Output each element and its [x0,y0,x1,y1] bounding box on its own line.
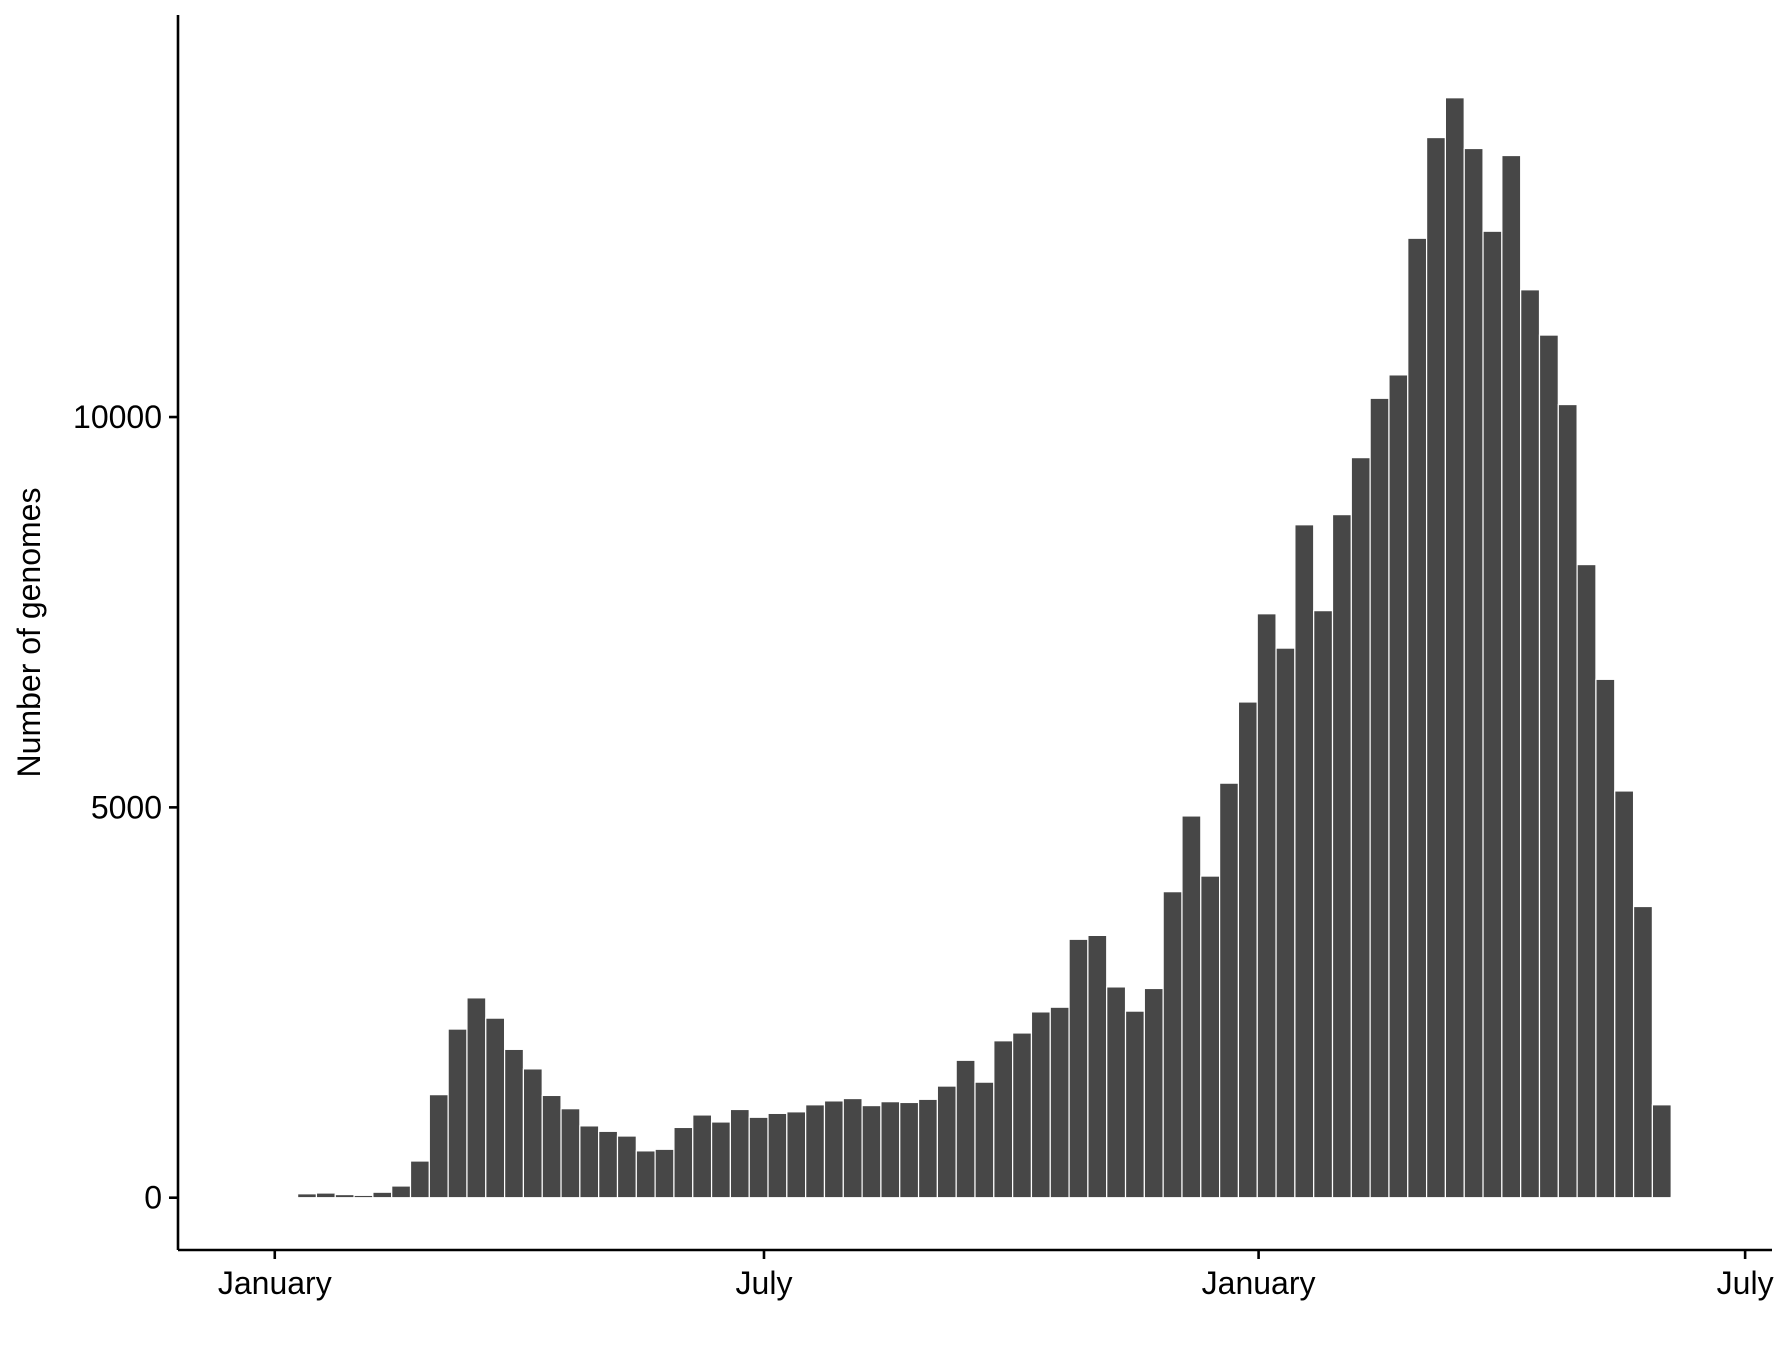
x-tick-label: July [736,1265,793,1301]
bar [842,1097,863,1199]
bar [974,1081,995,1199]
bar [692,1114,713,1199]
bar [729,1108,750,1199]
bar [391,1185,412,1199]
bar [1068,938,1089,1199]
bar [1670,1196,1691,1199]
bar [1087,934,1108,1199]
bar [1538,334,1559,1199]
bar [278,1196,299,1199]
bar [654,1148,675,1199]
bar [1162,891,1183,1199]
bar [334,1193,355,1199]
bar [1425,136,1447,1199]
bar [710,1121,731,1199]
bar [1614,790,1635,1199]
bar [1331,514,1352,1199]
y-tick-label: 0 [144,1180,162,1216]
bar [936,1085,957,1199]
bar [447,1028,468,1199]
bar [1030,1011,1051,1199]
bar [1200,875,1221,1199]
bar [1294,524,1315,1199]
bar [315,1192,336,1199]
bar [1520,289,1541,1199]
y-tick-label: 5000 [91,789,162,825]
y-ticks-layer: 0 5000 10000 [73,399,178,1216]
bar [428,1094,449,1199]
bar [579,1125,600,1199]
bar [1143,987,1164,1199]
bar [1369,397,1390,1199]
bar [240,1196,261,1199]
bar [748,1116,769,1199]
bar [485,1017,506,1199]
bar [1256,613,1277,1199]
bar [823,1100,844,1199]
bar [767,1112,788,1199]
bar [409,1160,430,1199]
bar [598,1130,619,1199]
bar [1463,147,1484,1199]
bar [1350,457,1371,1199]
bar [1237,701,1258,1199]
y-axis-title: Number of genomes [11,488,47,778]
x-tick-label: January [218,1265,332,1301]
bar [1219,782,1240,1199]
bars-layer [240,97,1710,1199]
bar [1444,97,1465,1199]
bar [786,1111,807,1199]
bar [899,1101,920,1199]
bar [1313,610,1334,1199]
bar [1012,1032,1033,1199]
bar [1595,678,1616,1199]
bar [1106,986,1127,1199]
bar [1651,1104,1672,1199]
bar [635,1150,656,1199]
bar [1689,1196,1710,1199]
bar [541,1094,562,1199]
bar [522,1068,543,1199]
bar [955,1059,976,1199]
bar [1576,563,1597,1199]
bar [1632,905,1653,1199]
bar [861,1104,882,1199]
bar [880,1101,901,1199]
x-tick-label: January [1202,1265,1316,1301]
x-ticks-layer: January July January July [218,1250,1774,1301]
bar [372,1191,393,1199]
bar [504,1048,525,1199]
bar [1388,374,1409,1199]
bar [1501,154,1522,1199]
bar [1124,1010,1145,1199]
bar [917,1098,938,1199]
x-tick-label: July [1717,1265,1774,1301]
bar [1482,230,1503,1199]
bar [1557,403,1578,1199]
bar [673,1126,694,1199]
bar [297,1193,318,1199]
bar [466,997,487,1199]
bar [560,1108,581,1199]
bar [805,1104,826,1199]
y-tick-label: 10000 [73,399,162,435]
bar [993,1040,1014,1199]
bar [1275,647,1296,1199]
bar [1407,237,1428,1199]
bar [259,1196,280,1199]
bar [1181,815,1202,1199]
bar [353,1194,374,1199]
bar [616,1135,637,1199]
bar [1049,1006,1070,1199]
